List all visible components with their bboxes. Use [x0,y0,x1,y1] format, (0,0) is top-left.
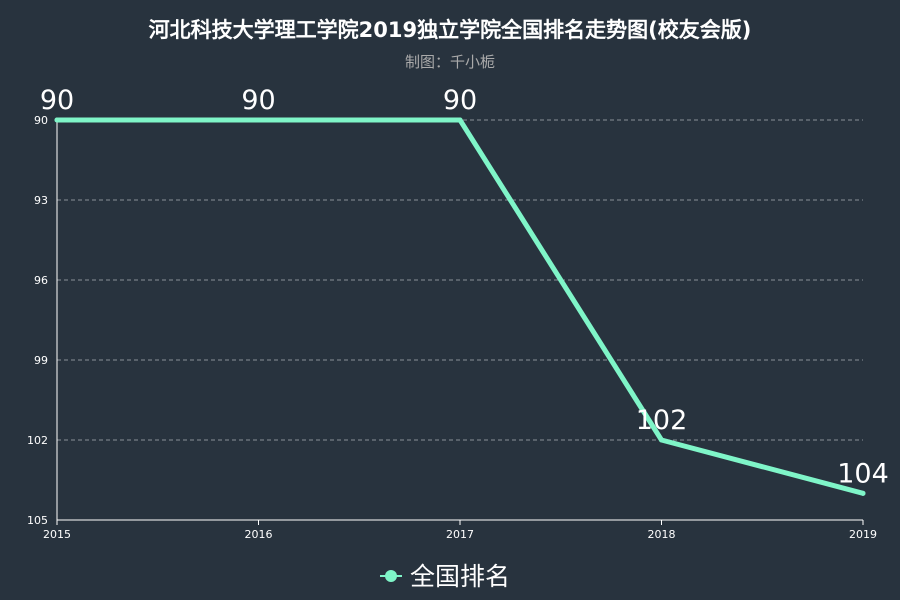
data-point [659,437,664,443]
y-tick-label: 96 [34,274,48,287]
legend-label: 全国排名 [410,562,510,591]
data-point [54,117,60,123]
y-tick-label: 93 [34,194,48,207]
y-tick-label: 90 [34,114,48,127]
data-label: 90 [40,85,74,116]
y-tick-labels: 90 93 96 99 102 105 [27,114,48,527]
data-point [256,117,261,123]
legend[interactable]: 全国排名 [380,562,510,591]
x-tick-label: 2018 [648,528,676,541]
chart-title: 河北科技大学理工学院2019独立学院全国排名走势图(校友会版) [149,18,752,42]
y-tick-label: 102 [27,434,48,447]
data-label: 90 [241,85,275,116]
x-tick-label: 2019 [849,528,877,541]
data-point [860,490,866,496]
x-tick-label: 2017 [446,528,474,541]
chart-subtitle: 制图：千小栀 [405,53,495,71]
data-label: 104 [837,458,889,489]
data-label: 90 [443,85,477,116]
data-point [457,117,463,123]
data-label: 102 [636,405,688,436]
x-tick-labels: 2015 2016 2017 2018 2019 [43,528,877,541]
y-tick-label: 105 [27,514,48,527]
series-line [54,117,866,496]
series-group [54,117,866,496]
x-tick-label: 2016 [245,528,273,541]
axes [56,120,864,525]
data-labels: 90 90 90 102 104 [40,85,889,489]
y-tick-label: 99 [34,354,48,367]
grid-lines [57,119,863,441]
legend-marker-icon [385,570,397,582]
x-tick-label: 2015 [43,528,71,541]
